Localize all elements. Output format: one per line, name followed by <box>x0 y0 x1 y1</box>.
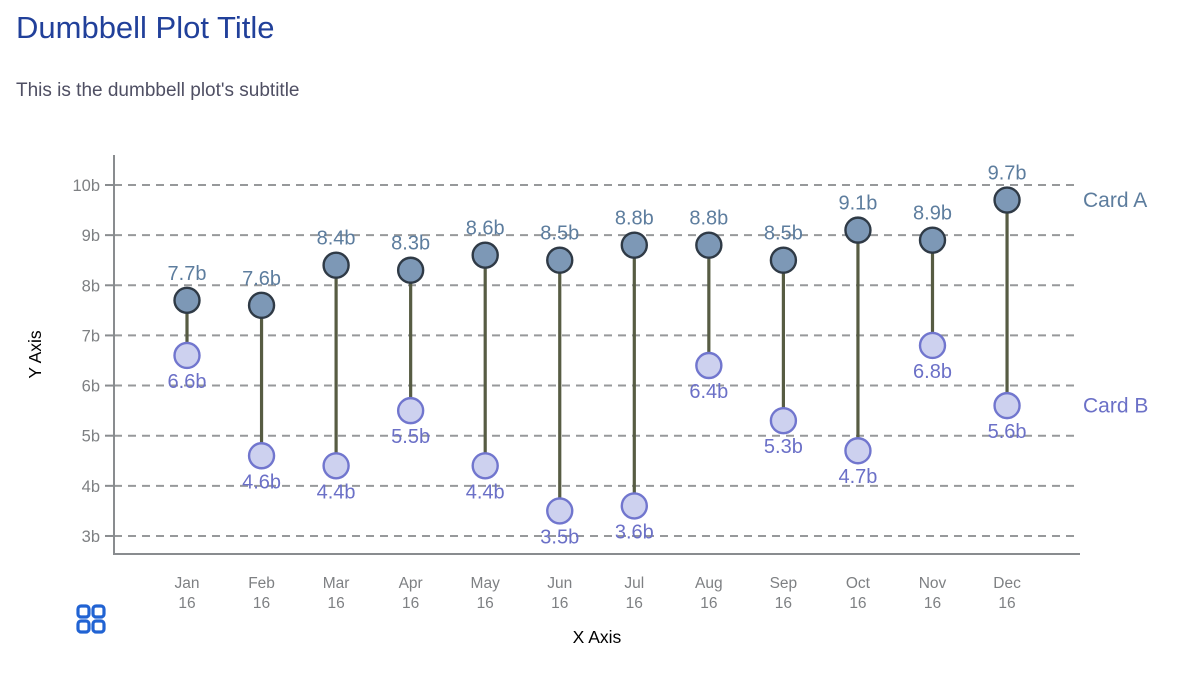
dumbbell-dot-card-a[interactable] <box>993 186 1021 214</box>
dumbbell-dot-card-b[interactable] <box>322 452 350 480</box>
x-tick-label: Feb 16 <box>248 575 275 612</box>
value-label-card-b: 6.6b <box>168 371 207 393</box>
dumbbell-dot-card-b[interactable] <box>769 406 798 435</box>
dumbbell-dot-card-b[interactable] <box>918 331 947 360</box>
x-tick-label: Oct 16 <box>846 575 871 612</box>
value-label-card-a: 8.9b <box>913 203 952 225</box>
dumbbell-dot-card-b[interactable] <box>396 396 425 425</box>
x-axis-title: X Axis <box>573 627 622 647</box>
value-label-card-b: 4.4b <box>466 481 505 503</box>
x-tick-label: Mar 16 <box>323 575 350 612</box>
value-label-card-a: 8.5b <box>540 223 579 245</box>
value-label-card-a: 8.8b <box>615 208 654 230</box>
page-title: Dumbbell Plot Title <box>16 10 275 45</box>
x-tick-label: Jul 16 <box>624 575 644 612</box>
dumbbell-dot-card-b[interactable] <box>993 391 1021 420</box>
grid-icon-squares <box>76 604 106 634</box>
dumbbell-dot-card-b[interactable] <box>471 452 499 480</box>
value-label-card-b: 5.3b <box>764 436 803 458</box>
dumbbell-dot-card-a[interactable] <box>471 241 499 269</box>
dumbbell-dot-card-b[interactable] <box>620 492 648 520</box>
value-label-card-a: 8.8b <box>689 208 728 230</box>
dumbbell-dot-card-b[interactable] <box>173 341 201 370</box>
x-tick-label: Dec 16 <box>993 575 1021 612</box>
dumbbell-dot-card-a[interactable] <box>918 226 947 254</box>
y-tick-label: 8b <box>82 277 100 295</box>
value-label-card-a: 8.4b <box>317 228 356 250</box>
grid-icon[interactable] <box>76 604 106 634</box>
value-label-card-a: 8.5b <box>764 223 803 245</box>
value-label-card-a: 7.7b <box>168 263 207 285</box>
value-label-card-a: 9.7b <box>988 163 1027 185</box>
y-tick-label: 3b <box>82 528 100 546</box>
value-label-card-b: 5.6b <box>988 421 1027 443</box>
dumbbell-dot-card-a[interactable] <box>844 216 872 244</box>
value-label-card-b: 4.7b <box>838 466 877 488</box>
x-tick-label: Jun 16 <box>547 575 572 612</box>
value-label-card-b: 5.5b <box>391 426 430 448</box>
dumbbell-dot-card-a[interactable] <box>546 246 574 274</box>
x-tick-label: Jan 16 <box>175 575 200 612</box>
value-label-card-b: 6.4b <box>689 381 728 403</box>
y-tick-label: 4b <box>82 478 100 496</box>
value-label-card-b: 3.6b <box>615 521 654 543</box>
dumbbell-dot-card-b[interactable] <box>247 442 276 470</box>
series-label-card-a: Card A <box>1083 189 1147 212</box>
dumbbell-dot-card-a[interactable] <box>396 256 425 284</box>
y-tick-label: 7b <box>82 327 100 345</box>
series-label-card-b: Card B <box>1083 395 1148 418</box>
dumbbell-dot-card-b[interactable] <box>695 351 723 380</box>
y-tick-label: 10b <box>72 177 100 195</box>
value-label-card-a: 8.6b <box>466 218 505 240</box>
dumbbell-dot-card-a[interactable] <box>695 231 723 259</box>
y-axis-title: Y Axis <box>25 330 45 379</box>
y-tick-label: 5b <box>82 428 100 446</box>
x-tick-label: Nov 16 <box>919 575 947 612</box>
page-subtitle: This is the dumbbell plot's subtitle <box>16 80 300 101</box>
dumbbell-dot-card-b[interactable] <box>546 497 574 525</box>
value-label-card-b: 4.4b <box>317 481 356 503</box>
dumbbell-dot-card-a[interactable] <box>620 231 648 259</box>
value-label-card-b: 6.8b <box>913 361 952 383</box>
value-label-card-a: 9.1b <box>838 193 877 215</box>
dumbbell-dot-card-a[interactable] <box>769 246 798 274</box>
value-label-card-a: 7.6b <box>242 268 281 290</box>
x-tick-label: May 16 <box>471 575 501 612</box>
x-tick-label: Aug 16 <box>695 575 723 612</box>
y-tick-label: 9b <box>82 227 100 245</box>
dumbbell-dot-card-a[interactable] <box>173 286 201 315</box>
value-label-card-b: 4.6b <box>242 471 281 493</box>
dumbbell-dot-card-a[interactable] <box>322 251 350 279</box>
value-label-card-b: 3.5b <box>540 526 579 548</box>
y-tick-label: 6b <box>82 378 100 396</box>
x-tick-label: Apr 16 <box>399 575 423 612</box>
dumbbell-dot-card-a[interactable] <box>247 291 276 320</box>
value-label-card-a: 8.3b <box>391 233 430 255</box>
dumbbell-dot-card-b[interactable] <box>844 437 872 465</box>
x-tick-label: Sep 16 <box>770 575 798 612</box>
